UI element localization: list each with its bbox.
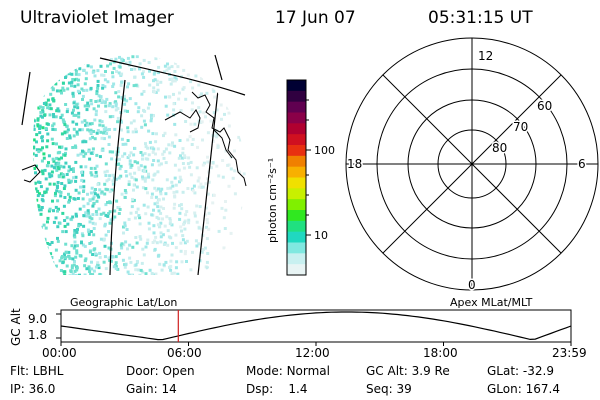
color-scale-bar (287, 80, 306, 276)
colorbar-segment (287, 90, 306, 103)
colorbar-segment (287, 101, 306, 114)
colorbar-segment (287, 177, 306, 189)
apex-label: Apex MLat/MLT (450, 296, 533, 309)
instrument-title: Ultraviolet Imager (20, 8, 174, 28)
time-label: 05:31:15 UT (428, 8, 533, 28)
status-door: Door: Open (126, 364, 195, 378)
coastline (213, 129, 233, 159)
latitude-line (99, 57, 246, 96)
y-tick-label-bottom: 1.8 (28, 328, 48, 342)
mlat-label-60: 60 (537, 99, 552, 113)
latitude-line (214, 54, 223, 81)
status-filter: Flt: LBHL (10, 364, 64, 378)
colorbar-segment (287, 188, 306, 200)
coastline (21, 164, 41, 183)
status-glat: GLat: -32.9 (487, 364, 554, 378)
latitude-line (21, 71, 31, 126)
mlt-label-left: 18 (347, 157, 362, 171)
altitude-plot: GC Alt (9, 308, 572, 346)
longitude-line (197, 89, 219, 275)
x-tick-label: 06:00 (167, 346, 202, 360)
colorbar-segment (287, 210, 306, 222)
colorbar-unit-label: photon cm⁻²s⁻¹ (266, 158, 279, 243)
colorbar-segment (287, 231, 306, 244)
colorbar-segment (287, 253, 306, 265)
mlat-label-70: 70 (513, 120, 528, 134)
colorbar-segment (287, 145, 306, 157)
uv-image (32, 55, 246, 275)
colorbar-segment (287, 264, 306, 276)
date-label: 17 Jun 07 (275, 8, 356, 28)
status-glon: GLon: 167.4 (487, 382, 560, 396)
status-mode: Mode: Normal (246, 364, 330, 378)
x-tick-label: 00:00 (42, 346, 77, 360)
geographic-label: Geographic Lat/Lon (70, 296, 178, 309)
mlat-label-80: 80 (492, 141, 507, 155)
altitude-curve (60, 311, 572, 341)
mlt-label-top: 12 (478, 49, 493, 63)
colorbar-segment (287, 155, 306, 168)
y-tick-label-top: 9.0 (28, 312, 48, 326)
colorbar-segment (287, 112, 306, 124)
status-dsp: Dsp: 1.4 (246, 382, 308, 396)
status-seq: Seq: 39 (366, 382, 412, 396)
x-tick-label: 23:59 (552, 346, 587, 360)
x-tick-label: 12:00 (295, 346, 330, 360)
x-tick-label: 18:00 (423, 346, 458, 360)
altitude-axis-title: GC Alt (9, 308, 23, 346)
colorbar-segment (287, 220, 306, 233)
colorbar-segment (287, 134, 306, 146)
mlt-label-right: 6 (578, 157, 586, 171)
color-scale-frame (286, 79, 307, 276)
longitude-line (109, 79, 126, 275)
coastline (191, 91, 247, 187)
mlt-label-bottom: 0 (468, 278, 476, 292)
colorbar-segment (287, 80, 306, 92)
status-gc-alt: GC Alt: 3.9 Re (366, 364, 450, 378)
colorbar-segment (287, 123, 306, 135)
colorbar-tick-label: 10 (314, 229, 328, 242)
status-ip: IP: 36.0 (10, 382, 56, 396)
colorbar-segment (287, 199, 306, 211)
status-gain: Gain: 14 (126, 382, 177, 396)
polar-diagonal (382, 74, 562, 254)
colorbar-tick-label: 100 (314, 144, 335, 157)
colorbar-segment (287, 242, 306, 254)
coastline (164, 109, 201, 133)
polar-plot: 12 18 6 0 60 70 80 (345, 37, 599, 294)
colorbar-segment (287, 166, 306, 179)
